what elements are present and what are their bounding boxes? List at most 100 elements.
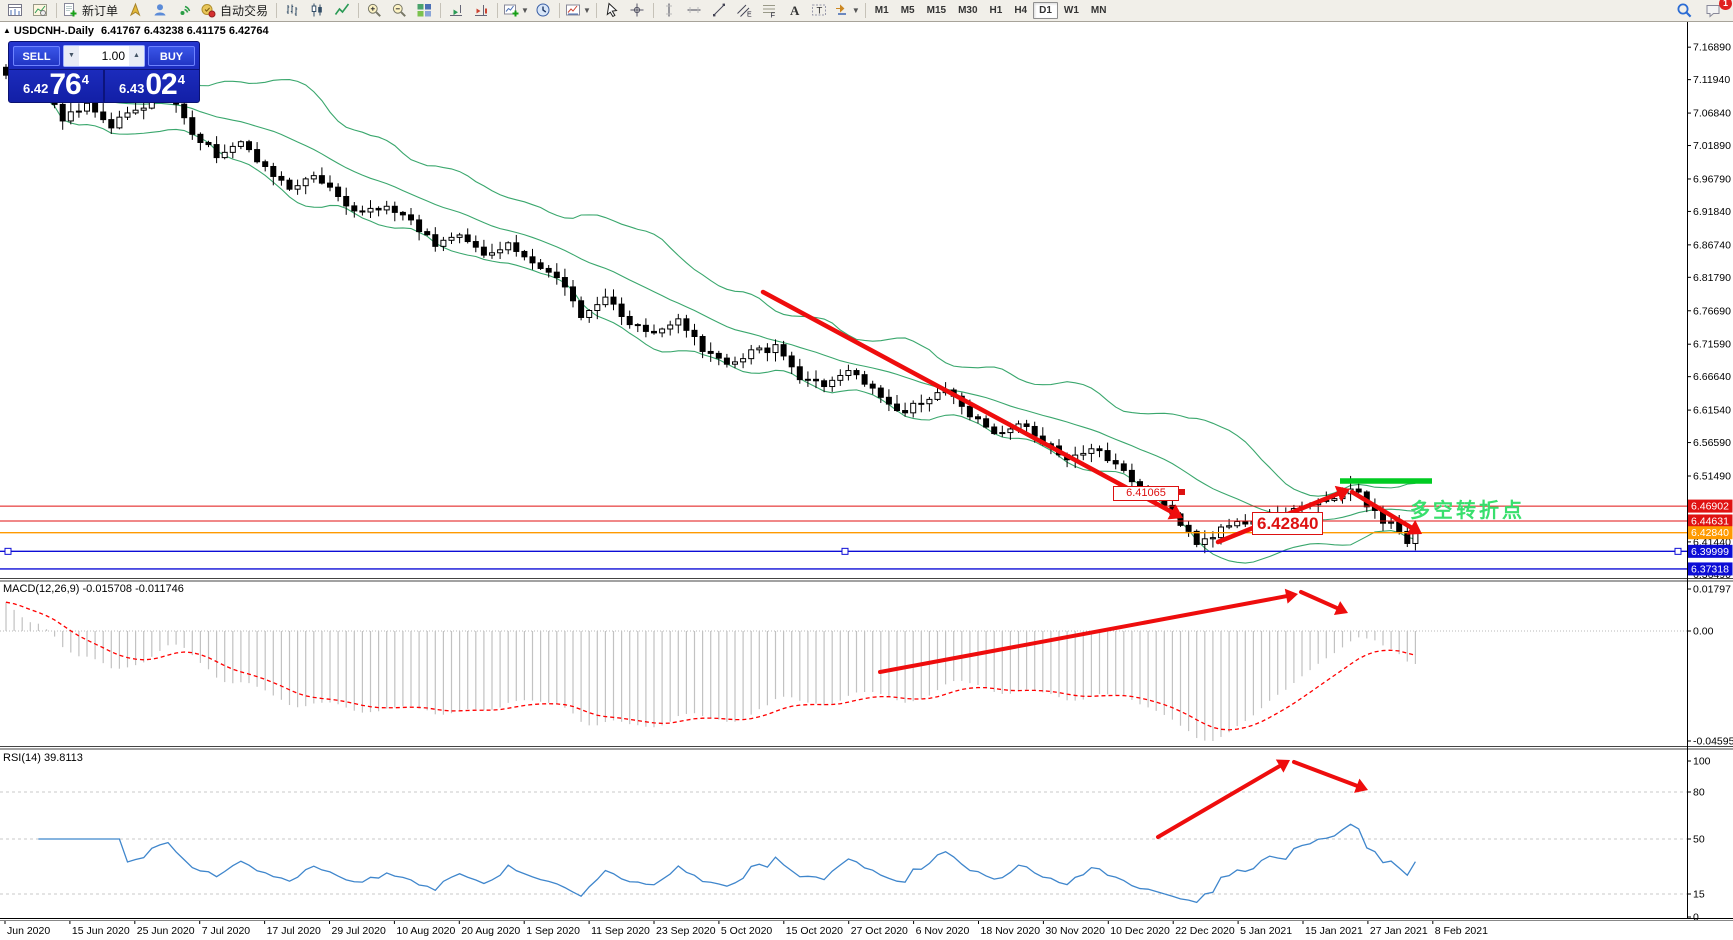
buy-price-display[interactable]: 6.43 02 4 [105,70,199,102]
trendline-icon [712,3,725,17]
volume-input[interactable] [79,46,129,66]
vline-button[interactable] [657,0,682,22]
dropdown-caret-icon: ▼ [851,6,860,15]
trend-arrow[interactable] [1299,590,1340,611]
svg-text:6.96790: 6.96790 [1693,173,1731,185]
buy-price-point: 4 [177,72,185,87]
timeframe-button-h4[interactable]: H4 [1014,5,1028,16]
profile-chart-button[interactable] [28,0,53,22]
chart-window-button[interactable] [3,0,28,22]
annotation-arrows[interactable] [760,289,1422,545]
zoom-in-button[interactable] [362,0,387,22]
autotrading-button[interactable]: 自动交易 [198,0,273,22]
chart-shift-button[interactable] [469,0,494,22]
svg-text:-0.045956: -0.045956 [1693,736,1733,748]
trendline-button[interactable] [707,0,732,22]
buy-button[interactable]: BUY [148,46,195,66]
timeframe-button-mn[interactable]: MN [1090,5,1107,16]
volume-decrease-button[interactable]: ▼ [64,46,79,66]
zoom-out-icon [392,3,406,17]
toolbar-separator [56,3,57,18]
line-selection-handle[interactable] [841,547,849,555]
sell-button[interactable]: SELL [13,46,60,66]
horizontal-price-lines[interactable] [0,478,1687,570]
price-annotation-low[interactable]: 6.41065 [1113,486,1179,501]
rsi-current-value: 39.8113 [43,752,83,764]
new-order-button[interactable]: 新订单 [60,0,123,22]
trend-arrow[interactable] [1156,764,1282,839]
timeframe-button-m15[interactable]: M15 [926,5,947,16]
fibonacci-button[interactable]: F [757,0,782,22]
timeframe-button-d1[interactable]: D1 [1033,2,1058,19]
trend-arrow[interactable] [878,594,1289,674]
period-clock-icon [536,3,550,17]
new-chart-icon [504,4,519,17]
shapes-icon [835,4,846,15]
signals-button[interactable] [173,0,198,22]
svg-text:6.51490: 6.51490 [1693,471,1731,483]
svg-text:5 Jan 2021: 5 Jan 2021 [1240,925,1292,937]
line-selection-handle[interactable] [1674,547,1682,555]
rsi-pane [0,759,1687,904]
trend-arrow-head [1354,778,1368,793]
price-axis[interactable]: 7.16890 7.11940 7.06840 7.01890 6.96790 6.918… [1687,42,1733,924]
candlestick-chart-button[interactable] [305,0,330,22]
auto-scroll-button[interactable] [444,0,469,22]
community-button[interactable] [148,0,173,22]
label-button[interactable]: T [807,0,832,22]
notifications-button[interactable]: 1 [1701,0,1732,22]
shapes-button[interactable]: ▼ [832,0,862,22]
timeframe-button-m30[interactable]: M30 [958,5,978,16]
date-axis[interactable]: Jun 2020 15 Jun 2020 25 Jun 2020 7 Jul 2020… [4,920,1488,937]
trend-arrow-head [1334,485,1350,502]
notification-badge: 1 [1719,0,1732,10]
text-button[interactable]: A [782,0,807,22]
svg-text:6.86740: 6.86740 [1693,239,1731,251]
svg-text:6.46902: 6.46902 [1691,501,1729,513]
svg-text:6.66640: 6.66640 [1693,371,1731,383]
gold-arrow-button[interactable] [123,0,148,22]
hline-button[interactable] [682,0,707,22]
timeframe-button-m1[interactable]: M1 [874,5,889,16]
buy-price-pips: 02 [145,68,177,101]
trend-arrow[interactable] [760,289,1174,515]
bar-chart-button[interactable] [280,0,305,22]
search-button[interactable] [1672,0,1697,22]
line-chart-button[interactable] [330,0,355,22]
crosshair-button[interactable] [625,0,650,22]
bollinger-bands [22,64,1416,564]
svg-text:A: A [790,3,800,18]
autotrading-icon [201,4,216,18]
channel-button[interactable]: E [732,0,757,22]
templates-button[interactable]: ▼ [563,0,593,22]
timeframe-button-h1[interactable]: H1 [989,5,1003,16]
new-chart-button[interactable]: ▼ [501,0,531,22]
timeframe-button-w1[interactable]: W1 [1063,5,1079,16]
svg-text:6.44631: 6.44631 [1691,515,1729,527]
trend-arrow[interactable] [1349,489,1414,530]
svg-text:27 Jan 2021: 27 Jan 2021 [1370,925,1428,937]
signals-icon [180,5,191,15]
sell-price-display[interactable]: 6.42 76 4 [9,70,103,102]
tile-windows-button[interactable] [412,0,437,22]
volume-increase-button[interactable]: ▲ [129,46,144,66]
trend-arrow[interactable] [1292,760,1359,788]
chinese-annotation-text[interactable]: 多空转折点 [1410,500,1525,522]
templates-icon [565,4,580,16]
svg-text:15 Jan 2021: 15 Jan 2021 [1305,925,1363,937]
annotation-anchor-square[interactable] [1179,489,1185,495]
collapse-marker-icon[interactable]: ▲ [3,26,11,35]
dropdown-caret-icon: ▼ [521,6,529,15]
svg-text:10 Aug 2020: 10 Aug 2020 [396,925,455,937]
line-selection-handle[interactable] [4,547,12,555]
svg-text:F: F [770,11,775,20]
timeframe-button-m5[interactable]: M5 [900,5,915,16]
buy-price-prefix: 6.43 [119,81,145,96]
cursor-button[interactable] [600,0,625,22]
crosshair-icon [630,3,644,17]
period-clock-button[interactable] [531,0,556,22]
zoom-out-button[interactable] [387,0,412,22]
price-annotation-level[interactable]: 6.42840 [1252,512,1324,535]
community-icon [154,4,166,16]
chart-ohlc-values: 6.41767 6.43238 6.41175 6.42764 [101,25,269,37]
